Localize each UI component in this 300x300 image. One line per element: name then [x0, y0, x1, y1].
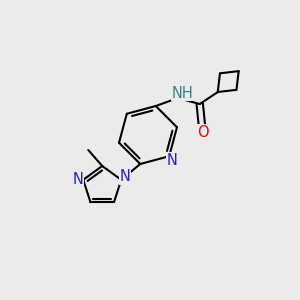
Text: O: O — [197, 124, 208, 140]
Text: NH: NH — [172, 85, 194, 100]
Text: N: N — [167, 153, 178, 168]
Text: N: N — [73, 172, 84, 187]
Text: N: N — [120, 169, 131, 184]
